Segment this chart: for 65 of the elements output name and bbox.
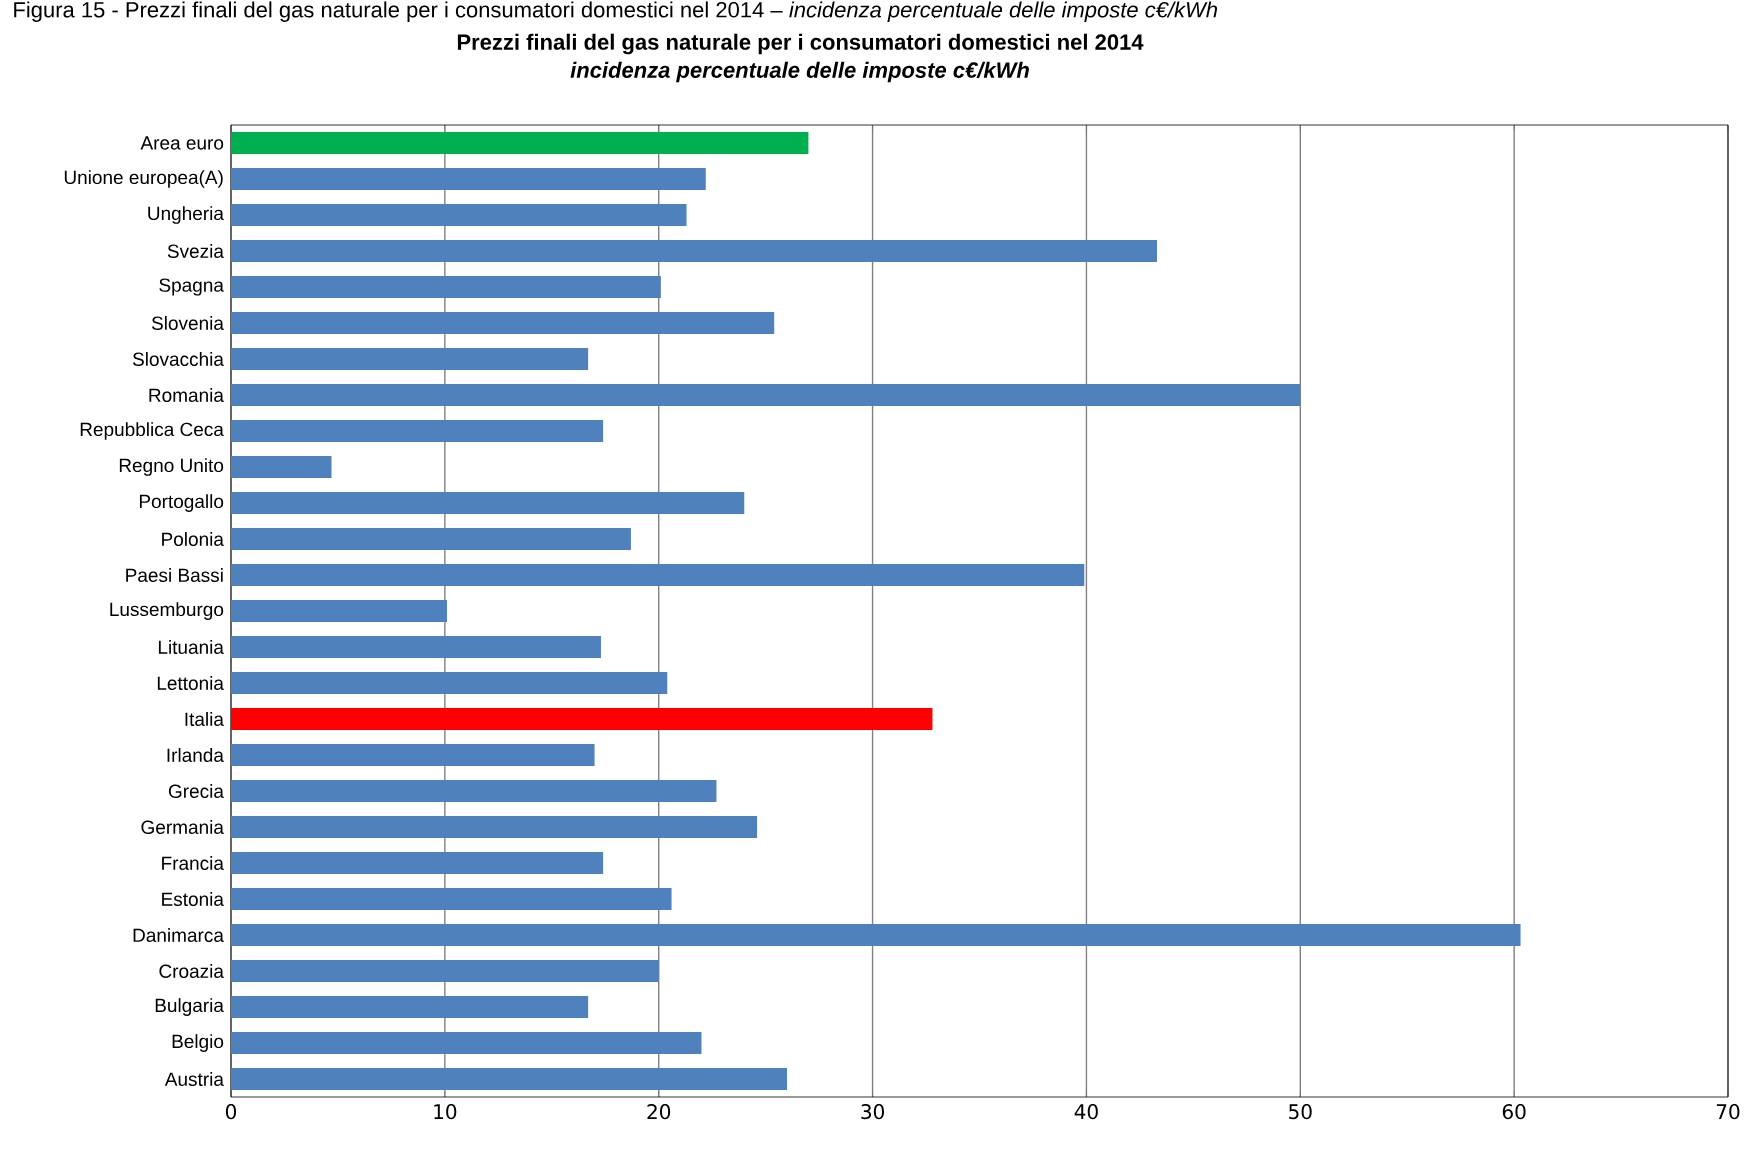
- x-tick-label: 10: [434, 1104, 457, 1120]
- bar: [231, 996, 589, 1019]
- y-tick-label: Danimarca: [133, 928, 224, 942]
- y-tick-label: Paesi Bassi: [126, 568, 223, 582]
- bar: [231, 276, 661, 299]
- y-tick-label: Repubblica Ceca: [80, 422, 224, 440]
- bar: [231, 1032, 702, 1055]
- y-tick-label: Regno Unito: [119, 458, 224, 476]
- bar: [231, 456, 332, 479]
- y-tick-label: Lettonia: [157, 676, 224, 690]
- y-tick-label: Spagna: [159, 278, 224, 296]
- bar: [231, 636, 601, 659]
- y-tick-label: Romania: [149, 388, 224, 402]
- y-tick-label: Ungheria: [148, 206, 224, 224]
- chart-title: Prezzi finali del gas naturale per i consumatori domestici nel 2014: [457, 33, 1144, 55]
- y-tick-label: Belgio: [172, 1034, 224, 1052]
- y-tick-label: Unione europea(A): [64, 170, 223, 188]
- y-tick-label: Polonia: [162, 532, 224, 546]
- x-tick-label: 0: [225, 1104, 237, 1120]
- text: Figura 15 - Prezzi finali del gas naturale per i consumatori domestici nel 2014 – incidenza percentuale delle imposte c€/kWh: [14, 1, 1218, 22]
- y-tick-label: Lussemburgo: [110, 602, 224, 620]
- bar: [231, 600, 447, 623]
- bar: [231, 168, 706, 191]
- bar: [231, 564, 1085, 587]
- y-tick-label: Area euro: [140, 136, 224, 150]
- y-tick-label: Portogallo: [139, 494, 224, 512]
- bar: [231, 672, 668, 695]
- x-tick-label: 70: [1716, 1104, 1740, 1120]
- y-tick-label: Italia: [185, 712, 224, 726]
- bar: [231, 492, 745, 515]
- bar: [231, 132, 809, 155]
- y-tick-label: Bulgaria: [155, 998, 224, 1016]
- bar: [231, 420, 604, 443]
- y-tick-label: Francia: [162, 856, 224, 870]
- bar: [231, 924, 1521, 947]
- y-tick-label: Irlanda: [167, 748, 224, 762]
- bar: [231, 312, 775, 335]
- y-tick-label: Svezia: [167, 244, 224, 258]
- bar: [231, 348, 589, 371]
- bar: [231, 960, 659, 983]
- y-tick-label: Germania: [141, 820, 224, 834]
- bar: [231, 708, 933, 731]
- y-tick-label: Estonia: [162, 892, 224, 906]
- bar: [231, 204, 687, 227]
- chart-subtitle: incidenza percentuale delle imposte c€/kWh: [570, 61, 1029, 83]
- x-tick-label: 50: [1289, 1104, 1312, 1120]
- x-tick-label: 20: [647, 1104, 671, 1120]
- y-tick-label: Lituania: [158, 640, 224, 654]
- x-tick-label: 30: [861, 1104, 884, 1120]
- bar: [231, 816, 758, 839]
- y-tick-label: Slovacchia: [132, 352, 224, 366]
- y-tick-label: Austria: [164, 1072, 224, 1086]
- x-tick-label: 40: [1074, 1104, 1098, 1120]
- bar: [231, 780, 717, 803]
- bar: [231, 888, 672, 911]
- bar: [231, 240, 1157, 263]
- y-tick-label: Grecia: [168, 784, 224, 798]
- x-tick-label: 60: [1502, 1104, 1526, 1120]
- bar: [231, 852, 604, 875]
- y-tick-label: Croazia: [159, 964, 224, 978]
- bar: [231, 744, 595, 767]
- bar: [231, 1068, 788, 1091]
- bar: [231, 528, 631, 551]
- y-tick-label: Slovenia: [151, 316, 224, 330]
- bar: [231, 384, 1301, 407]
